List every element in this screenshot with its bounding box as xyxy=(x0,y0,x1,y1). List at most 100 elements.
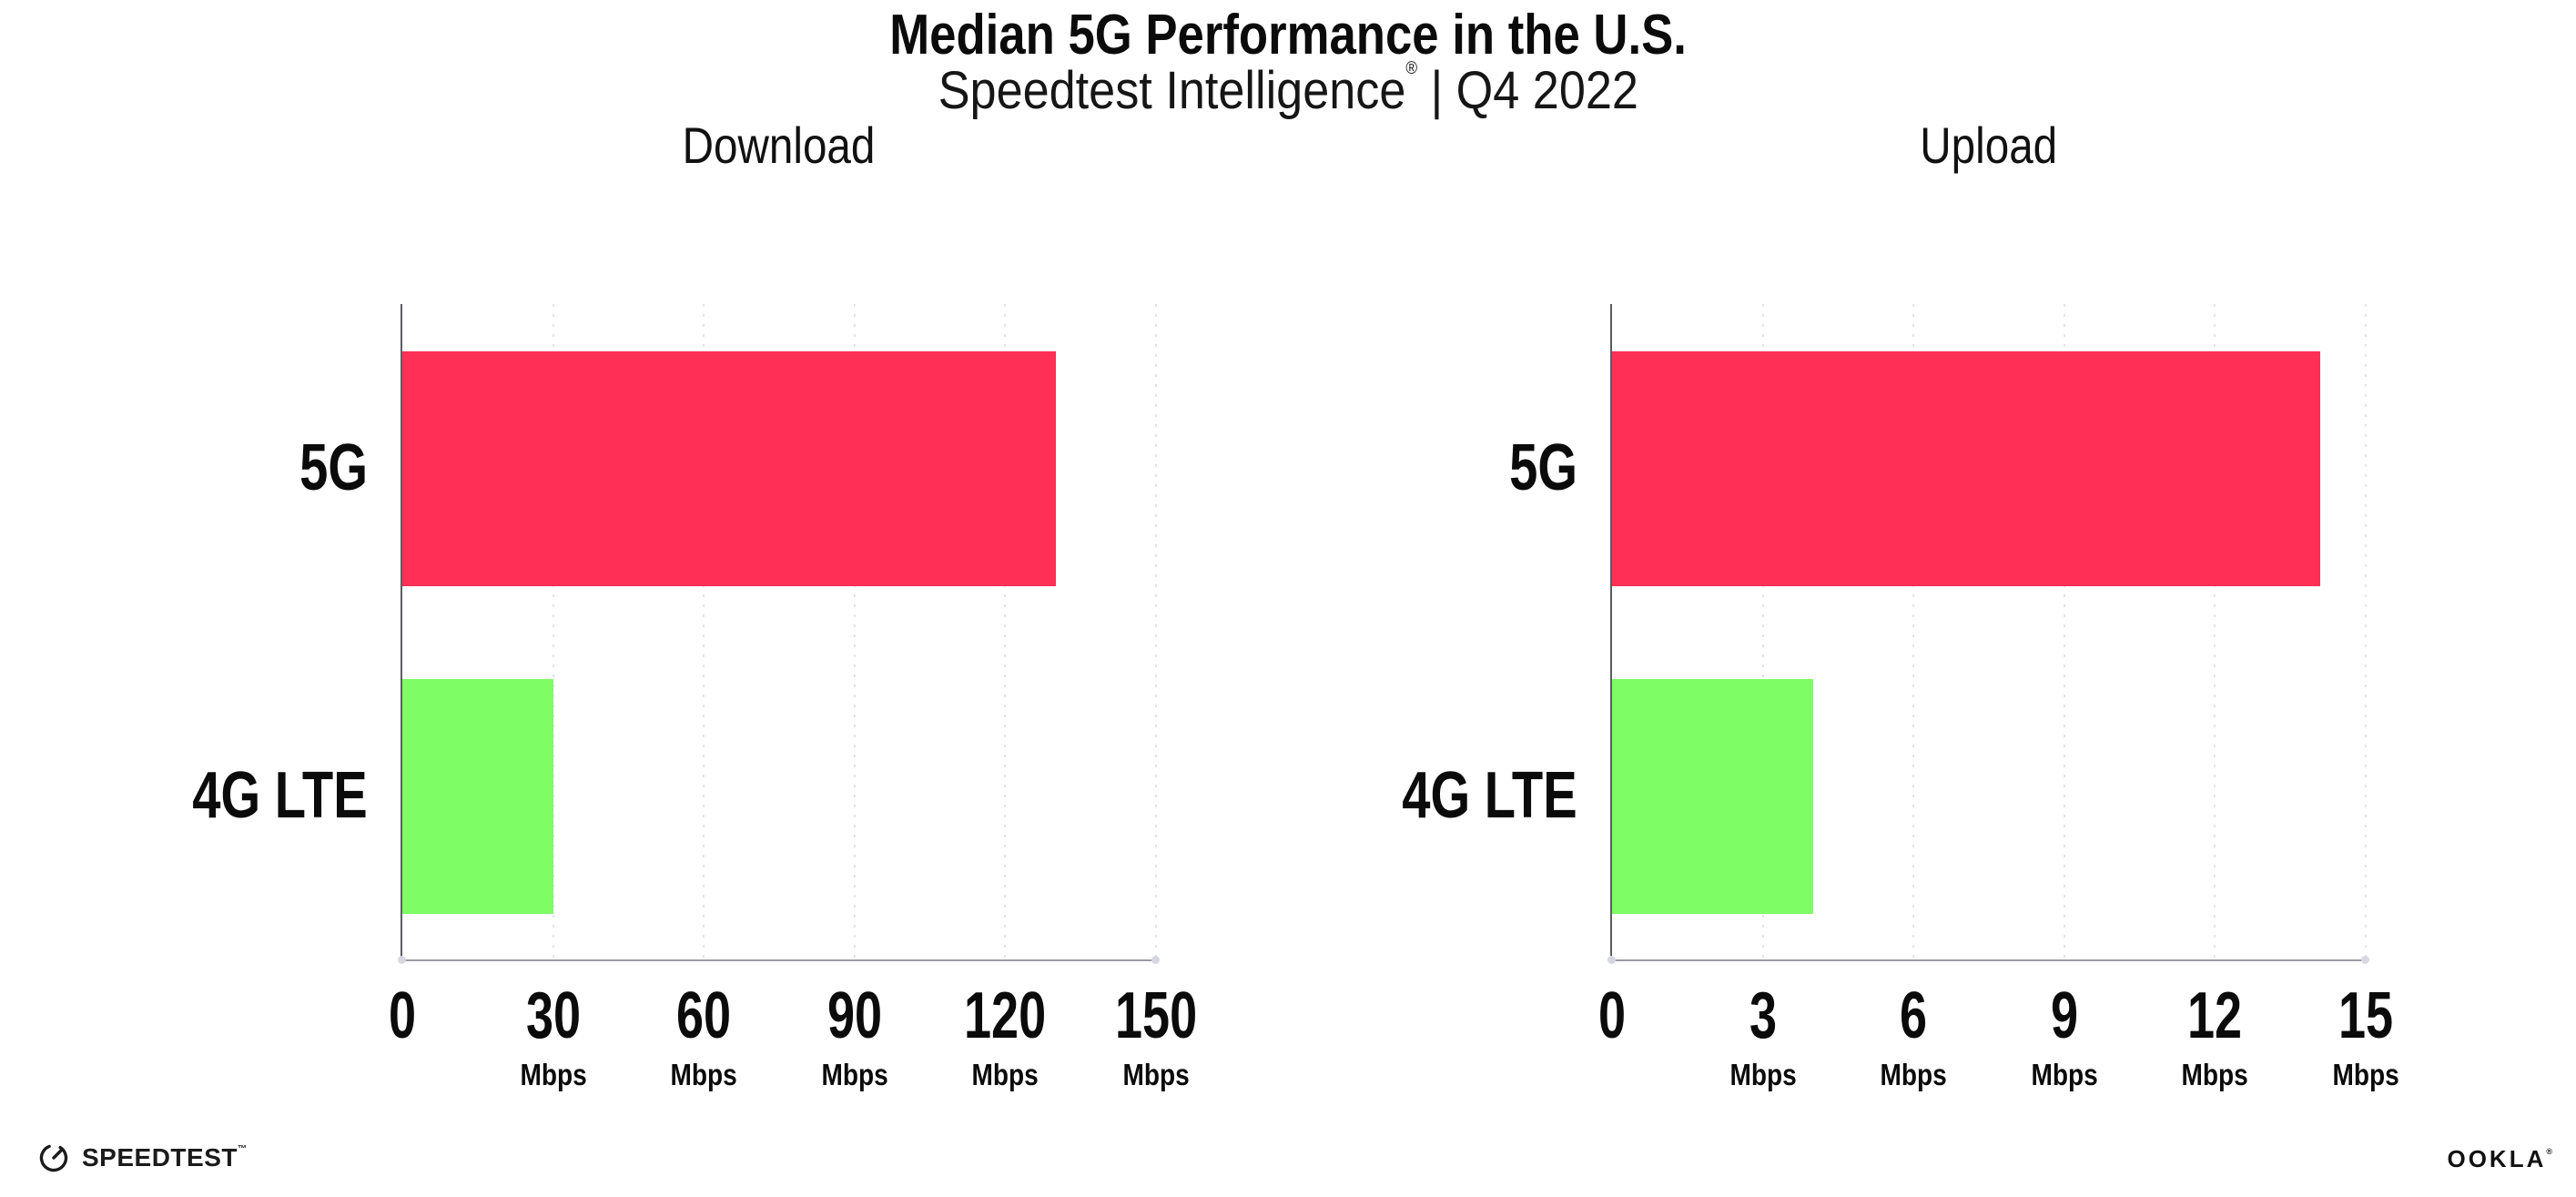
x-tick-value: 15 xyxy=(2257,983,2475,1049)
gridline-90 xyxy=(853,304,856,959)
upload-chart-title: Upload xyxy=(1612,117,2366,174)
download-bars xyxy=(402,304,1156,959)
x-tick-unit-text: Mbps xyxy=(2332,1058,2399,1091)
x-tick-label-12: 12 Mbps xyxy=(2105,983,2324,1090)
upload-bars xyxy=(1612,304,2366,959)
page-subtitle-text: Speedtest Intelligence® | Q4 2022 xyxy=(938,59,1638,120)
x-tick-value-text: 30 xyxy=(525,979,581,1052)
gridline-3 xyxy=(1761,304,1764,959)
x-tick-unit: Mbps xyxy=(2257,1060,2475,1090)
x-tick-label-0: 0 xyxy=(293,983,512,1049)
ookla-logo: OOKLA® xyxy=(2447,1145,2552,1173)
x-tick-unit: Mbps xyxy=(745,1060,964,1090)
x-tick-label-90: 90 Mbps xyxy=(745,983,964,1090)
x-tick-value-text: 0 xyxy=(1597,979,1627,1052)
page-title-text: Median 5G Performance in the U.S. xyxy=(889,4,1687,66)
download-chart: Download 5G 4G LTE 0 30 Mbps 60 Mbps 90 Mbps 120… xyxy=(193,117,1197,1090)
x-tick-label-150: 150 Mbps xyxy=(1047,983,1265,1090)
bar-4g-lte xyxy=(402,678,553,914)
x-tick-unit-text: Mbps xyxy=(670,1058,737,1091)
x-tick-value-text: 0 xyxy=(388,979,417,1052)
gridline-6 xyxy=(1912,304,1915,959)
x-tick-unit: Mbps xyxy=(896,1060,1114,1090)
x-tick-unit: Mbps xyxy=(1047,1060,1265,1090)
upload-gridlines xyxy=(1612,304,2367,959)
category-label-4g-lte: 4G LTE xyxy=(1195,763,1577,828)
page-subtitle: Speedtest Intelligence® | Q4 2022 xyxy=(0,59,2576,120)
x-tick-unit: Mbps xyxy=(594,1060,813,1090)
download-plot-area xyxy=(398,304,1160,964)
category-label-4g-lte: 4G LTE xyxy=(0,763,368,828)
speedtest-gauge-icon xyxy=(39,1143,68,1172)
x-tick-value: 9 xyxy=(1955,983,2174,1049)
registered-trademark-mark: ® xyxy=(1405,59,1417,78)
x-tick-unit-text: Mbps xyxy=(1729,1058,1797,1091)
speedtest-logo: SPEEDTEST™ xyxy=(36,1141,247,1175)
x-tick-value-text: 60 xyxy=(676,979,732,1052)
category-label-text: 4G LTE xyxy=(192,759,368,832)
gridline-60 xyxy=(703,304,705,959)
x-tick-value-text: 12 xyxy=(2187,979,2243,1052)
x-tick-label-6: 6 Mbps xyxy=(1804,983,2023,1090)
speedtest-trademark: ™ xyxy=(237,1144,248,1154)
x-tick-unit-text: Mbps xyxy=(971,1058,1040,1091)
category-label-5g: 5G xyxy=(1195,435,1577,501)
x-tick-value: 3 xyxy=(1654,983,1872,1049)
gridline-30 xyxy=(552,304,554,959)
download-chart-title: Download xyxy=(402,117,1156,174)
x-tick-label-120: 120 Mbps xyxy=(896,983,1114,1090)
x-tick-unit-text: Mbps xyxy=(821,1058,888,1091)
gridline-12 xyxy=(2214,304,2216,959)
x-tick-value: 0 xyxy=(1503,983,1721,1049)
x-tick-unit: Mbps xyxy=(1955,1060,2174,1090)
bar-5g xyxy=(1612,350,2321,586)
download-gridlines xyxy=(402,304,1157,959)
upload-chart: Upload 5G 4G LTE 0 3 Mbps 6 Mbps 9 Mbps 12 Mbps 15… xyxy=(1403,117,2399,1090)
x-tick-value: 90 xyxy=(745,983,964,1049)
bar-4g-lte xyxy=(1612,678,1813,914)
x-tick-value: 0 xyxy=(293,983,512,1049)
subtitle-brand: Speedtest Intelligence xyxy=(938,61,1406,120)
ookla-registered-mark: ® xyxy=(2546,1147,2552,1156)
x-tick-unit: Mbps xyxy=(2105,1060,2324,1090)
gridline-9 xyxy=(2063,304,2065,959)
x-tick-value-text: 6 xyxy=(1900,979,1928,1052)
ookla-logo-text: OOKLA® xyxy=(2447,1145,2552,1173)
x-tick-label-15: 15 Mbps xyxy=(2257,983,2475,1090)
axis-end-dot xyxy=(398,956,406,964)
x-tick-value-text: 3 xyxy=(1749,979,1777,1052)
x-tick-value: 12 xyxy=(2105,983,2324,1049)
x-tick-unit-text: Mbps xyxy=(1880,1058,1947,1091)
x-tick-unit: Mbps xyxy=(1804,1060,2023,1090)
x-tick-unit: Mbps xyxy=(444,1060,663,1090)
x-tick-value-text: 15 xyxy=(2338,979,2394,1052)
gridline-120 xyxy=(1004,304,1007,959)
x-tick-unit-text: Mbps xyxy=(1122,1058,1190,1091)
axis-end-dot xyxy=(2361,956,2369,964)
category-label-text: 5G xyxy=(299,431,368,504)
x-tick-label-60: 60 Mbps xyxy=(594,983,813,1090)
download-chart-title-text: Download xyxy=(683,117,876,174)
x-tick-unit-text: Mbps xyxy=(2181,1058,2249,1091)
axis-end-dot xyxy=(1151,956,1160,964)
x-tick-label-9: 9 Mbps xyxy=(1955,983,2174,1090)
x-tick-value: 120 xyxy=(896,983,1114,1049)
bar-5g xyxy=(402,350,1056,586)
x-tick-value-text: 150 xyxy=(1114,979,1198,1052)
x-tick-value: 30 xyxy=(444,983,663,1049)
category-label-text: 4G LTE xyxy=(1402,759,1577,832)
x-tick-unit: Mbps xyxy=(1654,1060,1872,1090)
x-tick-value-text: 120 xyxy=(964,979,1047,1052)
x-tick-value-text: 9 xyxy=(2050,979,2078,1052)
x-tick-label-30: 30 Mbps xyxy=(444,983,663,1090)
gridline-150 xyxy=(1155,304,1157,959)
x-tick-value: 150 xyxy=(1047,983,1265,1049)
gridline-15 xyxy=(2365,304,2367,959)
upload-chart-title-text: Upload xyxy=(1920,117,2058,174)
axis-end-dot xyxy=(1607,956,1616,964)
speedtest-logo-text: SPEEDTEST™ xyxy=(82,1143,247,1172)
x-tick-label-3: 3 Mbps xyxy=(1654,983,1872,1090)
x-tick-value-text: 90 xyxy=(827,979,882,1052)
x-tick-unit-text: Mbps xyxy=(2031,1058,2098,1091)
